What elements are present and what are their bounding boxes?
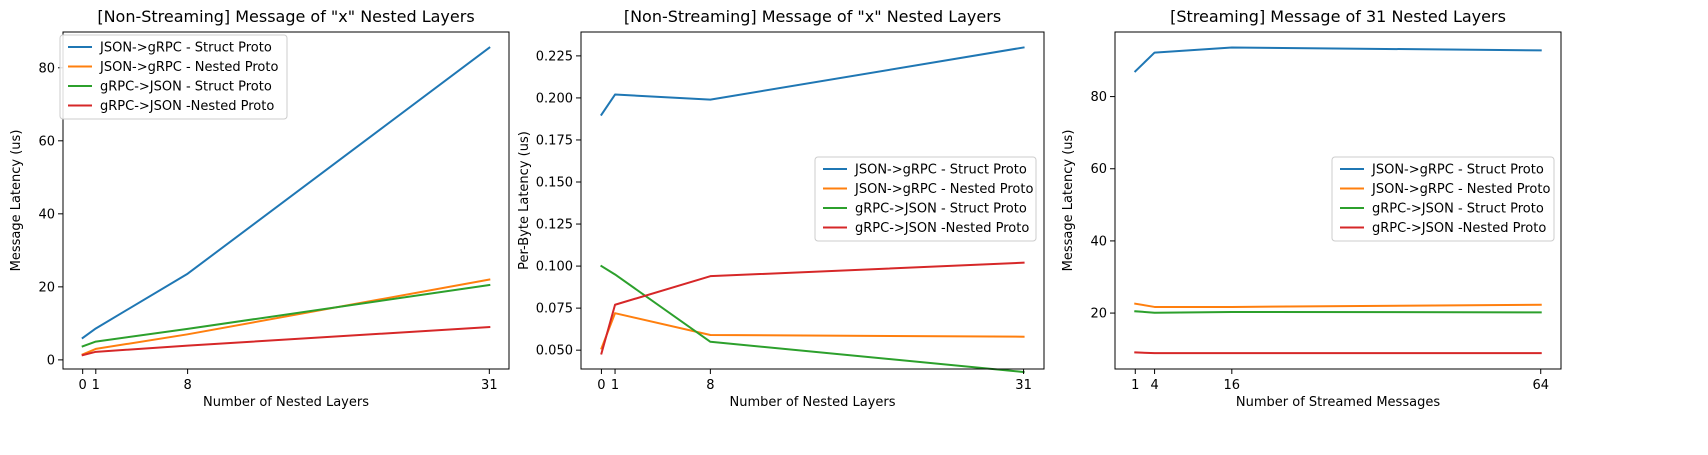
series-line-3 [600,264,1025,374]
x-tick-label: 1 [611,378,619,393]
series-line-1 [1133,46,1542,73]
x-axis-label: Number of Streamed Messages [1236,395,1440,410]
series-line-4 [600,261,1025,355]
x-tick-label: 1 [1131,378,1139,393]
y-tick-label: 80 [1090,90,1107,105]
legend-entry: JSON->gRPC - Nested Proto [99,60,278,75]
series-line-2 [81,278,491,356]
y-tick-label: 60 [1090,162,1107,177]
chart-title: [Streaming] Message of 31 Nested Layers [1170,7,1506,26]
y-tick-label: 0.125 [536,218,573,233]
legend-box [59,34,288,120]
y-axis-label: Message Latency (us) [1061,130,1076,272]
x-tick-label: 0 [597,378,605,393]
y-tick-label: 0.225 [536,49,573,64]
legend-entry: JSON->gRPC - Struct Proto [854,163,1027,178]
chart-panel-1: [Non-Streaming] Message of "x" Nested La… [9,7,510,410]
y-tick-label: 80 [38,61,55,76]
legend-entry: gRPC->JSON - Struct Proto [855,202,1027,217]
y-axis-label: Per-Byte Latency (us) [517,131,532,270]
legend: JSON->gRPC - Struct Proto JSON->gRPC - Ne… [814,156,1037,242]
x-tick-label: 8 [183,378,191,393]
axes-frame [62,31,510,370]
series-line-1 [81,46,491,340]
series-line-3 [81,283,491,348]
x-tick-label: 0 [79,378,87,393]
x-tick-label: 1 [92,378,100,393]
series-line-2 [600,312,1025,350]
chart-title: [Non-Streaming] Message of "x" Nested La… [97,7,474,26]
y-tick-label: 0.050 [536,344,573,359]
legend: JSON->gRPC - Struct Proto JSON->gRPC - Ne… [1331,156,1555,242]
y-tick-label: 0.175 [536,133,573,148]
y-tick-label: 40 [1090,234,1107,249]
axes-frame [580,31,1045,370]
legend-entry: gRPC->JSON -Nested Proto [100,99,274,114]
legend-entry: JSON->gRPC - Nested Proto [1371,182,1550,197]
y-axis-label: Message Latency (us) [9,130,24,272]
series-line-2 [1134,302,1542,308]
y-tick-label: 40 [38,207,55,222]
x-tick-label: 31 [1015,378,1032,393]
legend-box [1331,156,1555,242]
chart-title: [Non-Streaming] Message of "x" Nested La… [624,7,1001,26]
x-tick-label: 64 [1532,378,1549,393]
series-line-3 [1134,310,1542,314]
x-tick-label: 8 [706,378,714,393]
legend-entry: JSON->gRPC - Struct Proto [99,41,272,56]
y-tick-label: 0.075 [536,302,573,317]
x-axis-label: Number of Nested Layers [203,395,369,410]
y-tick-label: 60 [38,134,55,149]
y-tick-label: 0 [47,353,55,368]
chart-panel-2: [Non-Streaming] Message of "x" Nested La… [517,7,1045,410]
y-tick-label: 20 [38,280,55,295]
legend-entry: gRPC->JSON -Nested Proto [855,221,1029,236]
series-line-4 [81,325,491,357]
x-tick-label: 31 [481,378,498,393]
y-tick-label: 0.200 [536,91,573,106]
axes-frame [1114,31,1562,370]
x-tick-label: 4 [1150,378,1158,393]
series-line-1 [600,46,1025,117]
legend: JSON->gRPC - Struct Proto JSON->gRPC - Ne… [59,34,288,120]
legend-entry: gRPC->JSON - Struct Proto [100,80,272,95]
chart-panel-3: [Streaming] Message of 31 Nested Layers 1… [1061,7,1562,410]
y-tick-label: 0.150 [536,176,573,191]
y-tick-label: 20 [1090,307,1107,322]
legend-entry: JSON->gRPC - Struct Proto [1371,163,1544,178]
x-axis-label: Number of Nested Layers [729,395,895,410]
legend-box [814,156,1037,242]
legend-entry: JSON->gRPC - Nested Proto [854,182,1033,197]
legend-entry: gRPC->JSON - Struct Proto [1372,202,1544,217]
x-tick-label: 16 [1224,378,1241,393]
series-line-4 [1134,351,1542,355]
y-tick-label: 0.100 [536,260,573,275]
legend-entry: gRPC->JSON -Nested Proto [1372,221,1546,236]
